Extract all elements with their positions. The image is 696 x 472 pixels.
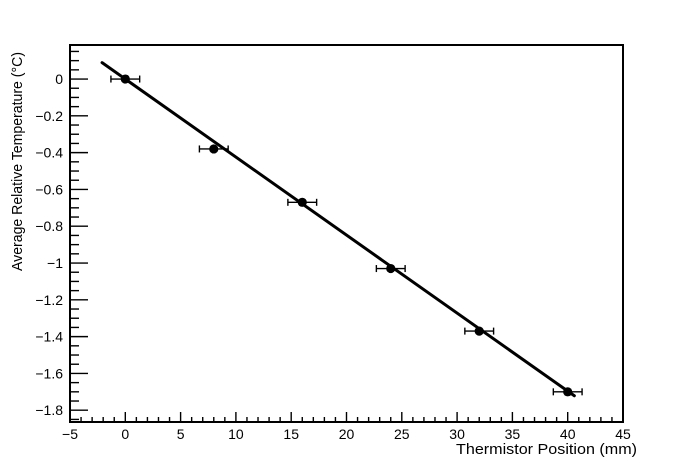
x-tick-label: 20: [339, 426, 355, 442]
data-point-marker: [209, 144, 219, 154]
x-axis-title: Thermistor Position (mm): [456, 441, 637, 458]
y-tick-label: −1.4: [35, 329, 63, 345]
x-tick-label: 5: [177, 426, 185, 442]
x-tick-label: 30: [449, 426, 465, 442]
y-tick-label: −1.2: [35, 292, 63, 308]
x-tick-label: 25: [394, 426, 410, 442]
x-tick-label: −5: [62, 426, 78, 442]
y-tick-label: −0.6: [35, 181, 63, 197]
y-axis-title: Average Relative Temperature (°C): [9, 52, 26, 271]
y-tick-label: −1: [47, 255, 63, 271]
data-point-marker: [120, 74, 130, 84]
axis-tick-labels: −5 0 5 10 15 20 25 30 35 40 45 0 −0.2 −0.4 −0.6 −0.8 −1 −…: [35, 71, 631, 442]
data-point-marker: [474, 326, 484, 336]
y-tick-label: −0.4: [35, 145, 63, 161]
data-point-marker: [297, 197, 307, 207]
data-points-group: [120, 74, 573, 397]
data-point-marker: [563, 387, 573, 397]
y-tick-label: −1.8: [35, 402, 63, 418]
y-tick-label: −0.2: [35, 108, 63, 124]
axis-ticks: [69, 50, 624, 422]
fit-line: [100, 61, 576, 398]
data-point-marker: [386, 263, 396, 274]
fit-line-group: [100, 61, 576, 398]
y-tick-label: 0: [55, 71, 63, 87]
x-tick-label: 0: [121, 426, 129, 442]
x-tick-label: 40: [560, 426, 576, 442]
x-tick-label: 35: [505, 426, 521, 442]
x-tick-label: 10: [228, 426, 244, 442]
y-tick-label: −0.8: [35, 218, 63, 234]
x-tick-label: 15: [283, 426, 299, 442]
x-tick-label: 45: [615, 426, 631, 442]
y-tick-label: −1.6: [35, 365, 63, 381]
